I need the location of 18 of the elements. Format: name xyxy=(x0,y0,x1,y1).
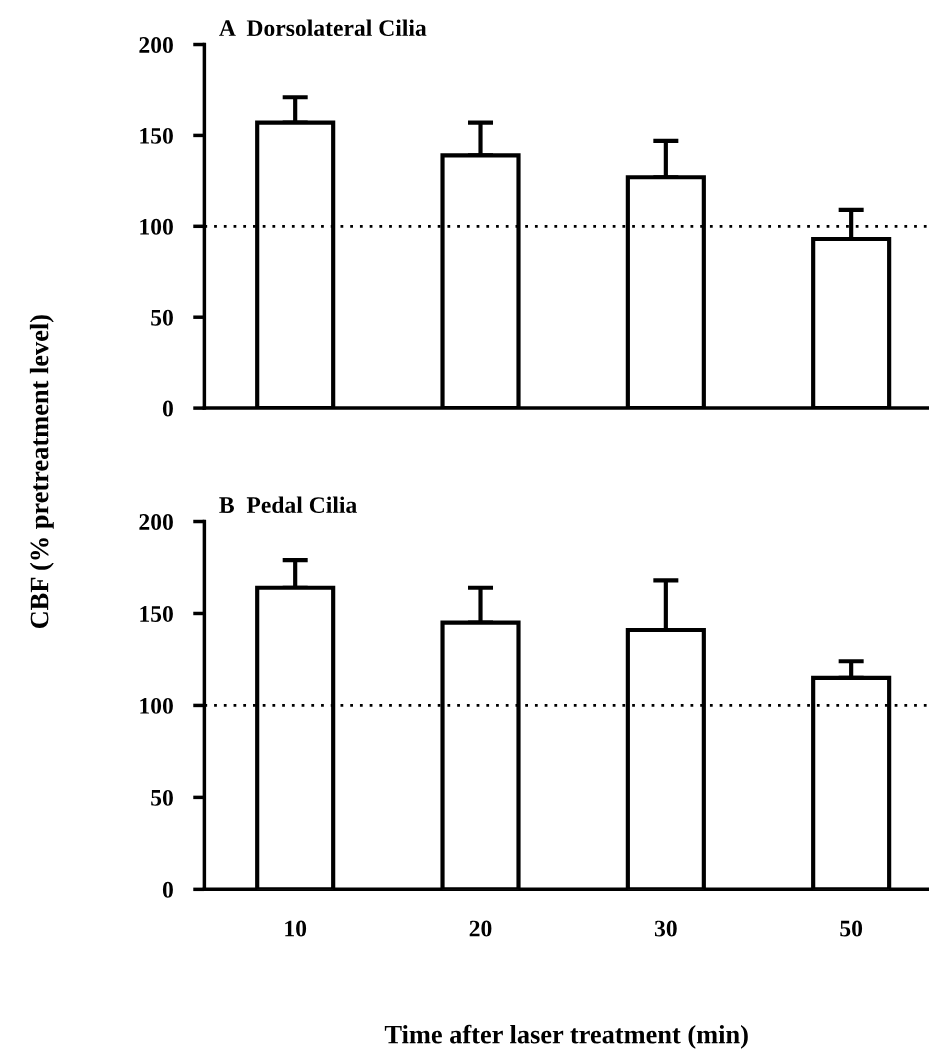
y-axis-title: CBF (% pretreatment level) xyxy=(29,315,54,629)
x-axis-title: Time after laser treatment (min) xyxy=(384,1024,748,1049)
x-tick-label: 30 xyxy=(654,920,677,937)
y-tick-label: 200 xyxy=(139,514,173,530)
chart-title: A Dorsolateral Cilia xyxy=(219,19,427,37)
x-tick-label: 10 xyxy=(285,920,307,937)
y-tick-label: 0 xyxy=(162,400,173,417)
y-tick-label: 50 xyxy=(151,789,173,806)
x-tick-label: 20 xyxy=(469,920,492,937)
y-tick-label: 0 xyxy=(162,881,173,898)
chart-title: B Pedal Cilia xyxy=(219,496,357,514)
y-tick-label: 100 xyxy=(140,218,173,235)
y-tick-label: 150 xyxy=(140,127,173,144)
y-tick-label: 150 xyxy=(140,605,173,622)
y-tick-label: 200 xyxy=(139,37,173,53)
y-tick-label: 100 xyxy=(140,697,173,714)
y-tick-label: 50 xyxy=(151,309,173,326)
x-tick-label: 50 xyxy=(840,920,863,937)
